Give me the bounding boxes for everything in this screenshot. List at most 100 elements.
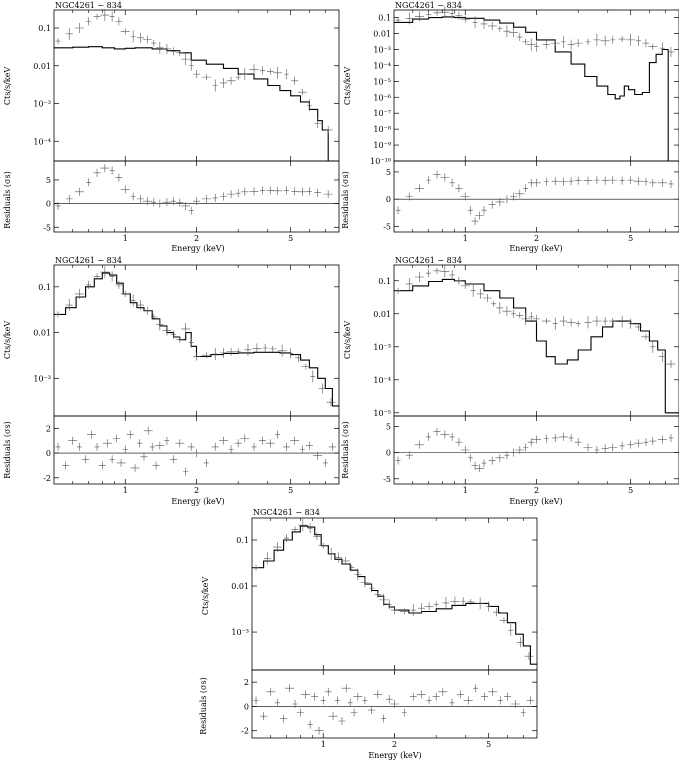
data-point <box>467 598 475 605</box>
data-point <box>635 322 643 331</box>
data-point <box>542 40 550 49</box>
residual-point <box>426 432 432 441</box>
data-point <box>288 348 294 359</box>
data-point <box>262 343 268 352</box>
data-point <box>284 534 290 543</box>
residual-point <box>100 164 110 173</box>
data-point <box>541 318 551 325</box>
data-point <box>283 69 289 80</box>
residual-point <box>259 186 265 195</box>
residual-point <box>401 708 407 717</box>
data-point <box>593 33 601 46</box>
residual-point <box>527 438 535 447</box>
residual-point <box>574 438 582 447</box>
residual-point <box>307 720 313 729</box>
data-point <box>628 318 634 329</box>
residual-point <box>583 443 593 452</box>
data-point <box>291 76 299 85</box>
resid-tick-label: 0 <box>46 449 51 458</box>
residuals-axis-label: Residuals (σs) <box>199 677 208 734</box>
data-point <box>658 351 666 362</box>
residual-point <box>426 696 432 705</box>
residual-point <box>481 459 487 468</box>
residual-point <box>520 708 526 717</box>
data-point <box>567 39 575 50</box>
residual-point <box>55 201 61 210</box>
data-point <box>188 337 194 348</box>
data-point <box>297 89 307 96</box>
data-point <box>310 370 316 383</box>
residual-point <box>183 467 189 476</box>
x-axis-label: Energy (keV) <box>368 751 421 760</box>
residual-point <box>130 192 136 201</box>
residual-point <box>574 176 582 185</box>
residual-point <box>523 443 529 452</box>
residual-point <box>274 698 280 707</box>
data-point <box>354 568 362 581</box>
residual-point <box>275 430 281 439</box>
panel-1: NGC4261 − 834 Cts/s/keV Residuals (σs) E… <box>3 1 340 253</box>
residual-point <box>583 176 593 185</box>
residual-point <box>115 173 123 182</box>
residual-point <box>405 192 413 201</box>
residual-point <box>373 690 383 699</box>
residual-point <box>62 461 70 470</box>
x-tick-label: 2 <box>194 486 199 495</box>
residual-point <box>532 435 541 444</box>
data-point <box>642 39 650 48</box>
residual-point <box>495 197 505 206</box>
residual-point <box>130 463 140 472</box>
data-point <box>156 41 164 54</box>
data-point <box>253 564 259 571</box>
data-point <box>526 38 536 51</box>
data-point <box>226 76 236 85</box>
residual-point <box>481 206 487 215</box>
data-point <box>405 12 413 25</box>
data-point <box>269 345 277 352</box>
residual-point <box>171 197 177 206</box>
residual-point <box>341 684 351 693</box>
residual-point <box>320 696 326 705</box>
data-point <box>442 596 450 609</box>
data-point <box>560 35 566 48</box>
residual-point <box>409 692 417 701</box>
residual-point <box>113 434 121 443</box>
residual-point <box>634 439 644 448</box>
y-tick-label: 10⁻⁸ <box>373 125 391 134</box>
y-tick-label: 0.1 <box>236 536 249 545</box>
residual-point <box>504 451 510 460</box>
y-tick-label: 10⁻⁶ <box>373 93 391 102</box>
residual-point <box>235 189 241 198</box>
data-point <box>360 577 370 588</box>
residual-point <box>416 690 426 699</box>
data-point <box>496 301 504 314</box>
y-tick-label: 0.01 <box>33 62 51 71</box>
data-point <box>120 290 130 297</box>
y-axis-label: Cts/s/keV <box>3 321 12 360</box>
y-tick-label: 10⁻³ <box>373 45 391 54</box>
residual-point <box>515 446 525 454</box>
residual-point <box>510 192 518 201</box>
data-point <box>335 552 343 563</box>
residual-point <box>266 687 276 696</box>
residuals-axis-label: Residuals (σs) <box>3 421 12 478</box>
residual-point <box>218 436 228 445</box>
residual-point <box>65 194 73 203</box>
data-point <box>585 38 591 45</box>
residual-point <box>455 438 463 447</box>
residual-point <box>456 690 464 699</box>
residual-point <box>627 440 635 449</box>
data-point <box>559 316 567 327</box>
residual-point <box>175 439 185 448</box>
x-tick-label: 2 <box>392 740 397 749</box>
data-point <box>235 74 241 81</box>
data-point <box>450 596 460 607</box>
residual-point <box>385 695 393 704</box>
residual-point <box>594 176 600 185</box>
data-point <box>349 564 355 571</box>
residual-point <box>93 168 101 177</box>
residual-point <box>282 442 290 451</box>
resid-tick-label: 5 <box>386 422 391 431</box>
data-point <box>395 17 401 24</box>
data-point <box>151 313 157 320</box>
